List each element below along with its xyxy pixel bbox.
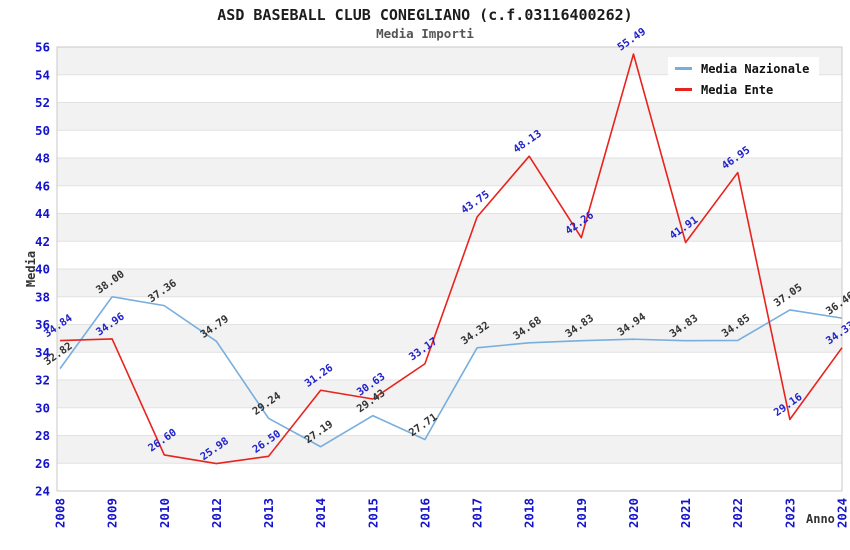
chart-subtitle: Media Importi <box>376 26 474 41</box>
y-tick-label: 56 <box>35 40 50 55</box>
y-axis-label: Media <box>24 250 38 288</box>
x-tick-label: 2023 <box>782 498 797 528</box>
y-tick-label: 44 <box>35 206 50 221</box>
x-tick-label: 2017 <box>470 498 485 528</box>
grid-band <box>57 324 842 353</box>
x-tick-label: 2016 <box>417 498 432 528</box>
grid-band <box>57 380 842 408</box>
x-tick-label: 2009 <box>105 498 120 528</box>
legend-label: Media Nazionale <box>701 61 810 76</box>
data-label: 27.71 <box>407 411 440 439</box>
x-tick-label: 2010 <box>157 498 172 528</box>
grid-band <box>57 102 842 131</box>
legend: Media Nazionale Media Ente <box>668 57 820 101</box>
data-label: 48.13 <box>511 128 544 156</box>
grid-band <box>57 158 842 186</box>
y-tick-label: 52 <box>35 95 50 110</box>
y-tick-label: 34 <box>35 345 50 360</box>
y-tick-label: 28 <box>35 428 50 443</box>
y-tick-label: 24 <box>35 484 50 499</box>
legend-item-media-ente: Media Ente <box>675 81 809 98</box>
x-tick-label: 2008 <box>53 498 68 528</box>
grid-band <box>57 269 842 297</box>
x-tick-label: 2019 <box>574 498 589 528</box>
legend-item-media-nazionale: Media Nazionale <box>675 60 809 77</box>
y-tick-label: 48 <box>35 151 50 166</box>
series-line-media-ente <box>59 53 843 465</box>
grid-band <box>57 435 842 464</box>
x-tick-label: 2024 <box>835 498 850 528</box>
x-tick-label: 2012 <box>209 498 224 528</box>
x-tick-label: 2018 <box>522 498 537 528</box>
x-tick-label: 2014 <box>313 498 328 528</box>
x-tick-label: 2015 <box>365 498 380 528</box>
media-nazionale-line-swatch-icon <box>675 67 692 70</box>
plot-border <box>56 46 843 492</box>
y-tick-label: 30 <box>35 400 50 415</box>
series-line-media-nazionale <box>59 295 843 448</box>
x-axis-label: Anno <box>806 512 835 526</box>
x-tick-label: 2022 <box>730 498 745 528</box>
y-tick-label: 40 <box>35 262 50 277</box>
y-tick-label: 54 <box>35 67 50 82</box>
media-ente-line-swatch-icon <box>675 88 692 91</box>
chart-title: ASD BASEBALL CLUB CONEGLIANO (c.f.031164… <box>217 6 633 24</box>
legend-label: Media Ente <box>701 82 774 97</box>
y-tick-label: 26 <box>35 456 50 471</box>
y-tick-label: 46 <box>35 178 50 193</box>
y-tick-label: 32 <box>35 373 50 388</box>
y-tick-label: 36 <box>35 317 50 332</box>
data-label: 43.75 <box>459 189 492 217</box>
x-tick-label: 2021 <box>678 498 693 528</box>
grid-band <box>57 213 842 242</box>
y-tick-label: 42 <box>35 234 50 249</box>
y-tick-label: 50 <box>35 123 50 138</box>
x-tick-label: 2013 <box>261 498 276 528</box>
y-tick-label: 38 <box>35 289 50 304</box>
x-tick-label: 2020 <box>626 498 641 528</box>
